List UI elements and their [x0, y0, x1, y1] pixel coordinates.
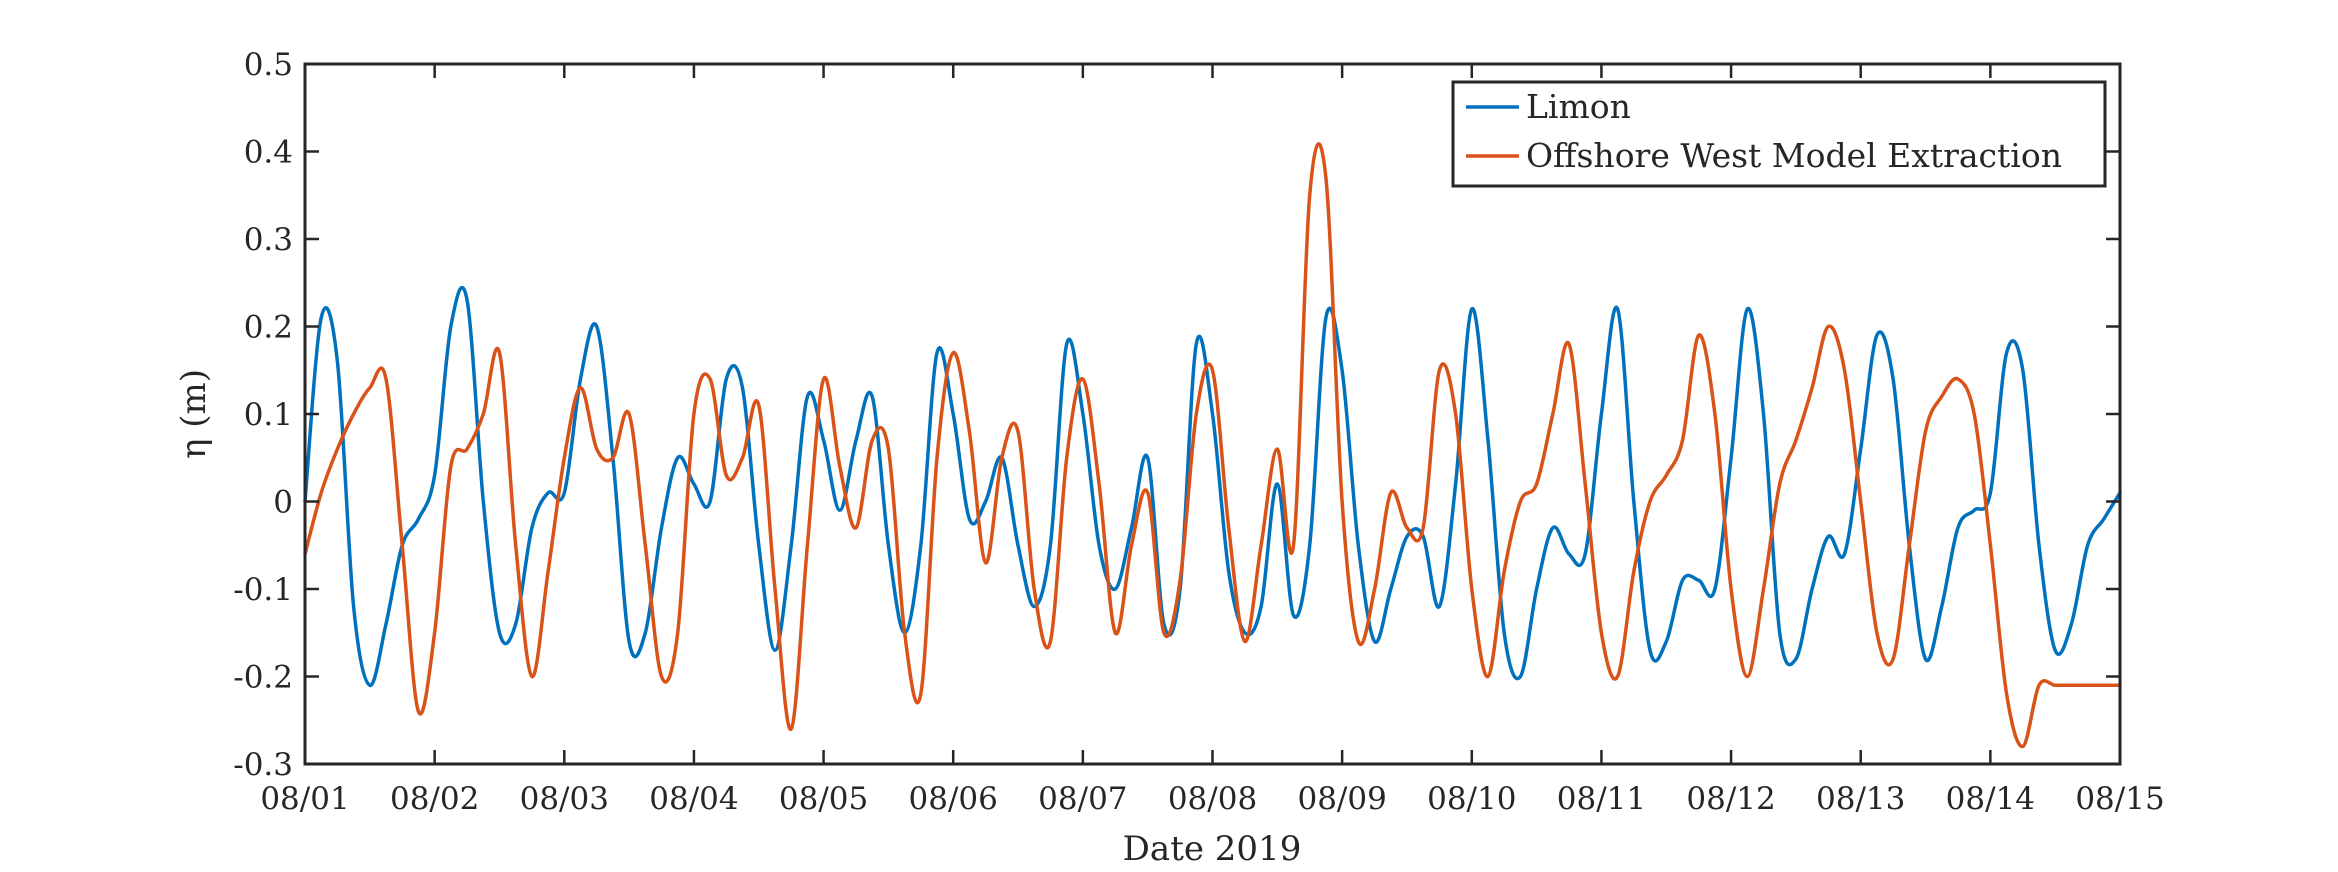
y-tick-label: 0.4	[244, 135, 293, 171]
y-tick-label: -0.3	[233, 747, 293, 783]
x-tick-label: 08/14	[1946, 781, 2035, 817]
x-tick-label: 08/09	[1297, 781, 1386, 817]
plot-frame	[303, 62, 2122, 766]
x-tick-label: 08/08	[1168, 781, 1257, 817]
x-tick-label: 08/07	[1038, 781, 1127, 817]
x-tick-label: 08/05	[779, 781, 868, 817]
x-tick-label: 08/15	[2075, 781, 2164, 817]
y-tick-label: 0	[273, 485, 293, 521]
y-tick-label: 0.3	[244, 222, 293, 258]
x-tick-label: 08/11	[1557, 781, 1646, 817]
y-axis-label: η (m)	[174, 369, 214, 459]
y-tick-label: 0.1	[244, 397, 293, 433]
x-tick-label: 08/04	[649, 781, 738, 817]
ticks-layer: -0.3 -0.2 -0.1 0 0.1 0.2 0.3 0.4 0.5 08/01 08/02 08…	[233, 47, 2164, 817]
x-tick-label: 08/01	[260, 781, 349, 817]
legend-label-limon: Limon	[1526, 87, 1631, 126]
x-tick-label: 08/10	[1427, 781, 1516, 817]
x-tick-label: 08/02	[390, 781, 479, 817]
series-layer	[303, 142, 2122, 749]
x-axis-label: Date 2019	[1123, 829, 1302, 869]
x-tick-label: 08/06	[909, 781, 998, 817]
series-line-offshore-west-model-extraction	[303, 142, 2122, 749]
x-tick-label: 08/03	[520, 781, 609, 817]
x-tick-label: 08/13	[1816, 781, 1905, 817]
legend: Limon Offshore West Model Extraction	[1451, 80, 2107, 188]
y-tick-label: 0.5	[244, 47, 293, 83]
y-tick-label: -0.1	[233, 572, 293, 608]
y-tick-label: -0.2	[233, 660, 293, 696]
y-tick-label: 0.2	[244, 310, 293, 346]
legend-label-offshore-west-model-extraction: Offshore West Model Extraction	[1526, 136, 2062, 175]
legend-box	[1451, 80, 2107, 188]
x-tick-label: 08/12	[1686, 781, 1775, 817]
